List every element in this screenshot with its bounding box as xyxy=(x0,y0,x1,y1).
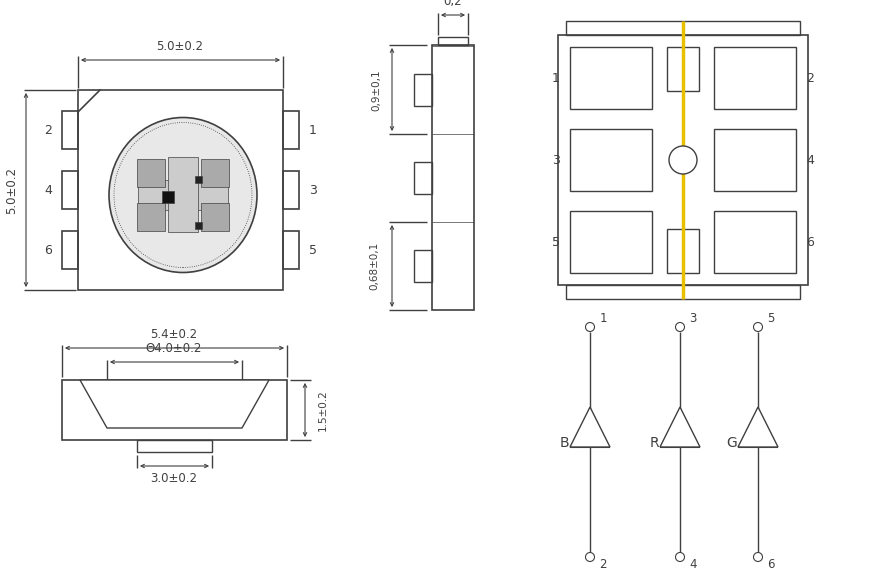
Bar xyxy=(570,129,652,191)
Circle shape xyxy=(669,146,697,174)
Text: R: R xyxy=(649,436,659,450)
Text: 0,2: 0,2 xyxy=(444,0,462,8)
Circle shape xyxy=(676,552,685,562)
Text: 6: 6 xyxy=(806,236,814,249)
Bar xyxy=(62,231,78,269)
Text: Θ4.0±0.2: Θ4.0±0.2 xyxy=(146,342,202,356)
Text: 5: 5 xyxy=(309,243,317,257)
Bar xyxy=(162,191,174,203)
Bar xyxy=(566,285,800,299)
Bar xyxy=(201,203,229,231)
Text: 5: 5 xyxy=(767,313,774,325)
Bar xyxy=(438,37,468,45)
Bar xyxy=(137,440,212,452)
Text: 1.5±0.2: 1.5±0.2 xyxy=(318,389,328,431)
Bar xyxy=(62,380,287,440)
Text: 1: 1 xyxy=(599,313,606,325)
Bar xyxy=(414,74,432,106)
Text: 5: 5 xyxy=(552,236,560,249)
Polygon shape xyxy=(738,407,778,447)
Text: 2: 2 xyxy=(44,123,52,137)
Text: 3: 3 xyxy=(309,183,317,197)
Circle shape xyxy=(753,322,762,332)
Bar xyxy=(566,21,800,35)
Bar xyxy=(667,47,699,91)
Text: B: B xyxy=(559,436,568,450)
Text: 3: 3 xyxy=(689,313,697,325)
Text: 4: 4 xyxy=(44,183,52,197)
Text: 1: 1 xyxy=(552,72,560,84)
Circle shape xyxy=(676,322,685,332)
Text: 4: 4 xyxy=(806,154,814,166)
Bar xyxy=(414,250,432,282)
Text: G: G xyxy=(727,436,737,450)
Text: 2: 2 xyxy=(599,559,606,572)
Bar xyxy=(201,159,229,187)
Bar xyxy=(432,45,474,310)
Text: 6: 6 xyxy=(44,243,52,257)
Bar xyxy=(667,229,699,273)
Circle shape xyxy=(753,552,762,562)
Text: 5.4±0.2: 5.4±0.2 xyxy=(150,328,198,342)
Polygon shape xyxy=(660,407,700,447)
Bar xyxy=(714,211,796,273)
Text: 0,9±0,1: 0,9±0,1 xyxy=(371,69,381,111)
Text: 1: 1 xyxy=(309,123,317,137)
Bar xyxy=(283,111,299,149)
Bar xyxy=(283,171,299,209)
Text: 3.0±0.2: 3.0±0.2 xyxy=(150,471,197,484)
Bar xyxy=(137,203,165,231)
Circle shape xyxy=(585,552,595,562)
Bar xyxy=(168,157,198,232)
Bar xyxy=(558,35,808,285)
Ellipse shape xyxy=(109,118,257,272)
Bar xyxy=(714,129,796,191)
Polygon shape xyxy=(80,380,269,428)
Bar xyxy=(137,159,165,187)
Bar xyxy=(62,171,78,209)
Bar xyxy=(414,162,432,194)
Text: 6: 6 xyxy=(767,559,774,572)
Bar xyxy=(714,47,796,109)
Text: 4: 4 xyxy=(689,559,697,572)
Bar xyxy=(78,90,283,290)
Text: 2: 2 xyxy=(806,72,814,84)
Bar xyxy=(195,176,202,183)
Bar xyxy=(570,47,652,109)
Text: 5.0±0.2: 5.0±0.2 xyxy=(5,166,18,214)
Text: 3: 3 xyxy=(552,154,560,166)
Text: 5.0±0.2: 5.0±0.2 xyxy=(157,41,203,54)
Text: 0,68±0,1: 0,68±0,1 xyxy=(369,242,379,290)
Bar xyxy=(62,111,78,149)
Circle shape xyxy=(585,322,595,332)
Bar xyxy=(195,222,202,229)
Bar xyxy=(570,211,652,273)
Polygon shape xyxy=(570,407,610,447)
Bar xyxy=(138,180,228,210)
Bar xyxy=(283,231,299,269)
